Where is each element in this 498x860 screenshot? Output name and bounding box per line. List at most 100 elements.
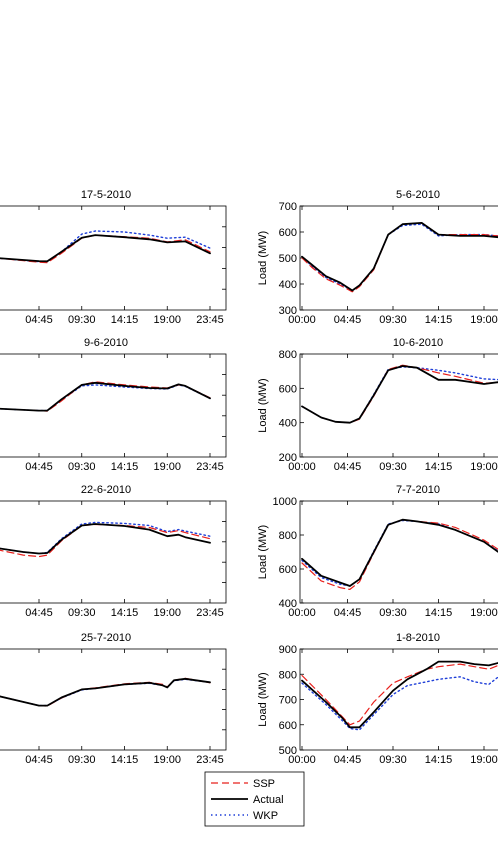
chart-title: 17-5-2010	[81, 189, 131, 201]
chart-title: 7-7-2010	[396, 484, 440, 496]
series-line-actual	[301, 518, 498, 587]
chart-title: 10-6-2010	[393, 337, 443, 349]
series-group	[301, 221, 498, 293]
series-line-actual	[0, 234, 211, 263]
x-tick-label: 09:30	[379, 461, 407, 473]
y-tick-label: 200	[279, 452, 297, 464]
series-line-wkp	[301, 519, 498, 587]
y-axis-label: Load (MW)	[257, 525, 269, 579]
series-group	[0, 521, 211, 558]
y-tick-label: 1000	[273, 496, 297, 508]
x-tick-label: 19:00	[470, 754, 498, 766]
y-axis-label: Load (MW)	[257, 378, 269, 432]
x-tick-label: 19:00	[153, 314, 181, 326]
y-tick-label: 600	[279, 227, 297, 239]
y-tick-label: 900	[279, 644, 297, 656]
x-tick-label: 09:30	[68, 754, 96, 766]
series-line-wkp	[0, 230, 211, 263]
series-line-ssp	[0, 677, 211, 707]
x-tick-label: 14:15	[111, 607, 139, 619]
chart-title: 25-7-2010	[81, 632, 131, 644]
plot-frame	[0, 500, 227, 604]
x-tick-label: 14:15	[111, 754, 139, 766]
series-line-actual	[301, 660, 498, 729]
x-tick-label: 19:00	[153, 754, 181, 766]
x-tick-label: 23:45	[196, 754, 224, 766]
x-tick-label: 04:45	[334, 754, 362, 766]
y-tick-label: 400	[279, 598, 297, 610]
series-line-actual	[301, 365, 498, 424]
chart-panel: 22-6-2010 04:45 09:30 14:15 19:00 23:45	[0, 484, 227, 619]
series-line-actual	[0, 677, 211, 707]
plot-frame	[299, 353, 498, 458]
y-tick-label: 500	[279, 253, 297, 265]
x-tick-label: 09:30	[379, 754, 407, 766]
legend-label: SSP	[253, 778, 275, 790]
x-tick-label: 00:00	[288, 461, 316, 473]
y-tick-label: 700	[279, 201, 297, 213]
y-axis-label: Load (MW)	[257, 231, 269, 285]
series-group	[301, 364, 498, 424]
x-tick-label: 14:15	[425, 461, 453, 473]
plot-frame	[0, 648, 227, 751]
x-tick-label: 19:00	[153, 461, 181, 473]
legend-label: WKP	[253, 810, 278, 822]
series-line-wkp	[0, 384, 211, 412]
x-tick-label: 04:45	[25, 607, 53, 619]
y-tick-label: 800	[279, 349, 297, 361]
series-line-wkp	[301, 676, 498, 731]
y-tick-label: 400	[279, 279, 297, 291]
plot-frame	[299, 205, 498, 311]
chart-panel: 9-6-2010 04:45 09:30 14:15 19:00 23:45	[0, 337, 227, 473]
x-tick-label: 00:00	[288, 754, 316, 766]
chart-title: 1-8-2010	[396, 632, 440, 644]
plot-frame	[0, 205, 227, 311]
series-line-ssp	[0, 234, 211, 264]
x-tick-label: 09:30	[68, 607, 96, 619]
x-tick-label: 04:45	[25, 314, 53, 326]
x-tick-label: 04:45	[25, 754, 53, 766]
x-tick-label: 04:45	[25, 461, 53, 473]
series-group	[0, 381, 211, 412]
x-tick-label: 00:00	[288, 314, 316, 326]
legend-label: Actual	[253, 794, 284, 806]
series-line-wkp	[0, 521, 211, 555]
y-tick-label: 800	[279, 530, 297, 542]
x-tick-label: 19:00	[470, 461, 498, 473]
x-tick-label: 09:30	[379, 607, 407, 619]
series-group	[301, 660, 498, 731]
y-tick-label: 600	[279, 720, 297, 732]
series-line-ssp	[301, 519, 498, 591]
chart-panel: 17-5-2010 04:45 09:30 14:15 19:00 23:45	[0, 189, 227, 326]
plot-frame	[299, 648, 498, 751]
x-tick-label: 23:45	[196, 461, 224, 473]
series-line-actual	[0, 523, 211, 555]
series-line-actual	[301, 221, 498, 292]
series-line-ssp	[301, 663, 498, 726]
y-tick-label: 400	[279, 418, 297, 430]
x-tick-label: 09:30	[379, 314, 407, 326]
series-line-wkp	[301, 223, 498, 292]
series-group	[301, 518, 498, 591]
plot-frame	[0, 353, 227, 458]
legend: SSP Actual WKP	[204, 771, 305, 827]
series-line-wkp	[301, 366, 498, 424]
x-tick-label: 14:15	[111, 461, 139, 473]
chart-panel: 1-8-2010 00:00 04:45 09:30 14:15 19:00 500 600 7…	[257, 632, 498, 766]
y-tick-label: 500	[279, 745, 297, 757]
series-group	[0, 230, 211, 264]
x-tick-label: 23:45	[196, 607, 224, 619]
y-axis-label: Load (MW)	[257, 672, 269, 726]
x-tick-label: 04:45	[334, 461, 362, 473]
chart-title: 22-6-2010	[81, 484, 131, 496]
x-tick-label: 14:15	[425, 607, 453, 619]
x-tick-label: 00:00	[288, 607, 316, 619]
series-line-actual	[0, 381, 211, 412]
series-group	[0, 677, 211, 707]
chart-panel: 10-6-2010 00:00 04:45 09:30 14:15 19:00 200 400…	[257, 337, 498, 473]
x-tick-label: 04:45	[334, 314, 362, 326]
y-tick-label: 600	[279, 383, 297, 395]
x-tick-label: 19:00	[470, 314, 498, 326]
x-tick-label: 04:45	[334, 607, 362, 619]
